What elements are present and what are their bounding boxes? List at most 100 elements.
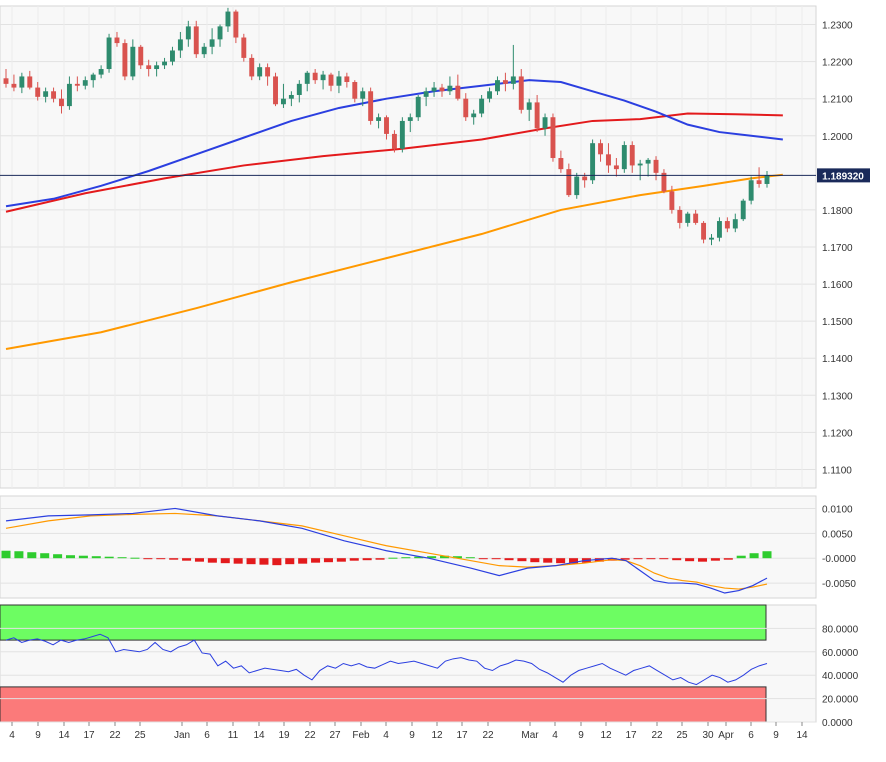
candle: [280, 83, 286, 108]
candle-body: [74, 83, 80, 86]
candle: [431, 82, 437, 97]
candle-body: [209, 39, 215, 47]
price-y-axis: 1.2300 1.2200 1.2100 1.2000 1.1800 1.1700 1.16…: [822, 21, 853, 477]
x-tick-label: 22: [304, 730, 316, 741]
macd-hist-bar: [117, 557, 127, 559]
macd-hist-bar: [414, 556, 424, 559]
rsi-tick-label: 60.0000: [822, 648, 859, 659]
candle-body: [534, 102, 540, 129]
candle: [740, 198, 746, 222]
candle: [384, 115, 389, 140]
candle-body: [407, 117, 413, 121]
candle-body: [399, 120, 405, 149]
candle-body: [273, 76, 278, 105]
candle: [336, 70, 342, 94]
candle-body: [368, 91, 374, 121]
x-tick-label: Apr: [718, 730, 734, 741]
candle-body: [479, 98, 485, 114]
macd-hist-bar: [440, 555, 450, 559]
macd-hist-bar: [375, 558, 385, 560]
candle: [43, 87, 49, 103]
macd-hist-bar: [633, 558, 643, 560]
macd-lines: [5, 507, 768, 594]
sma-mid-line: [5, 112, 783, 213]
x-tick-label: 17: [83, 730, 95, 741]
candle-body: [669, 191, 675, 210]
macd-hist-bar: [65, 555, 76, 559]
price-tick-label: 1.1200: [822, 428, 853, 439]
candle: [621, 141, 627, 173]
candle: [51, 87, 57, 103]
macd-hist-bar: [104, 556, 114, 559]
macd-hist-bar: [362, 558, 372, 561]
macd-hist-bar: [91, 556, 101, 559]
candle: [360, 87, 366, 107]
candle: [510, 44, 516, 90]
candle-body: [51, 91, 57, 99]
last-price-badge: [817, 168, 870, 183]
macd-hist-bar: [323, 558, 333, 563]
x-tick-label: 9: [409, 730, 415, 741]
candle: [645, 158, 651, 177]
candle: [732, 213, 738, 233]
candle-body: [384, 117, 389, 134]
candle-body: [447, 85, 453, 92]
rsi-zones: [0, 604, 767, 723]
candle: [170, 46, 175, 66]
candle-body: [677, 209, 683, 223]
x-tick-label: 14: [796, 730, 808, 741]
candle: [288, 91, 294, 107]
candle-body: [574, 176, 580, 196]
candle-body: [439, 87, 445, 92]
candle-body: [709, 237, 714, 240]
rsi-tick-label: 0.0000: [822, 718, 853, 729]
macd-hist-bar: [298, 558, 308, 564]
candle-body: [98, 69, 104, 75]
candle-body: [130, 46, 136, 77]
candle: [574, 172, 580, 199]
candle: [526, 98, 532, 121]
candle: [265, 63, 271, 86]
candle: [407, 113, 413, 133]
last-price-label: 1.189320: [822, 171, 864, 182]
candle-body: [376, 117, 382, 121]
candle-body: [90, 74, 96, 81]
candle-body: [495, 80, 500, 92]
macd-hist-bar: [272, 558, 282, 566]
candle: [479, 94, 485, 118]
candle-body: [716, 221, 722, 238]
candle-body: [423, 91, 429, 97]
candle-body: [732, 219, 738, 229]
candle: [146, 59, 152, 77]
candle: [495, 76, 500, 95]
candle: [177, 31, 183, 58]
candle: [241, 33, 247, 62]
price-tick-label: 1.1700: [822, 243, 853, 254]
macd-hist-bar: [723, 558, 733, 560]
candle-body: [629, 145, 635, 166]
candle: [566, 163, 572, 197]
candle-body: [645, 159, 651, 164]
macd-tick-label: -0.0050: [822, 579, 856, 590]
macd-histogram: [1, 550, 772, 566]
candle-body: [312, 72, 318, 81]
x-tick-label: 12: [431, 730, 443, 741]
rsi-value-line: [5, 633, 768, 686]
candle-body: [471, 113, 477, 118]
candle: [677, 206, 683, 229]
candle-body: [59, 98, 64, 107]
candle-body: [637, 163, 643, 166]
macd-hist-bar: [78, 555, 88, 559]
x-tick-label: 22: [651, 730, 663, 741]
macd-hist-bar: [594, 558, 604, 562]
macd-hist-bar: [452, 556, 462, 559]
x-tick-label: 4: [552, 730, 558, 741]
candle: [352, 80, 358, 103]
macd-hist-bar: [27, 552, 37, 559]
candle-body: [415, 96, 421, 118]
macd-hist-bar: [143, 558, 153, 560]
candle: [423, 87, 429, 107]
macd-hist-bar: [246, 558, 256, 565]
candle: [716, 217, 722, 242]
